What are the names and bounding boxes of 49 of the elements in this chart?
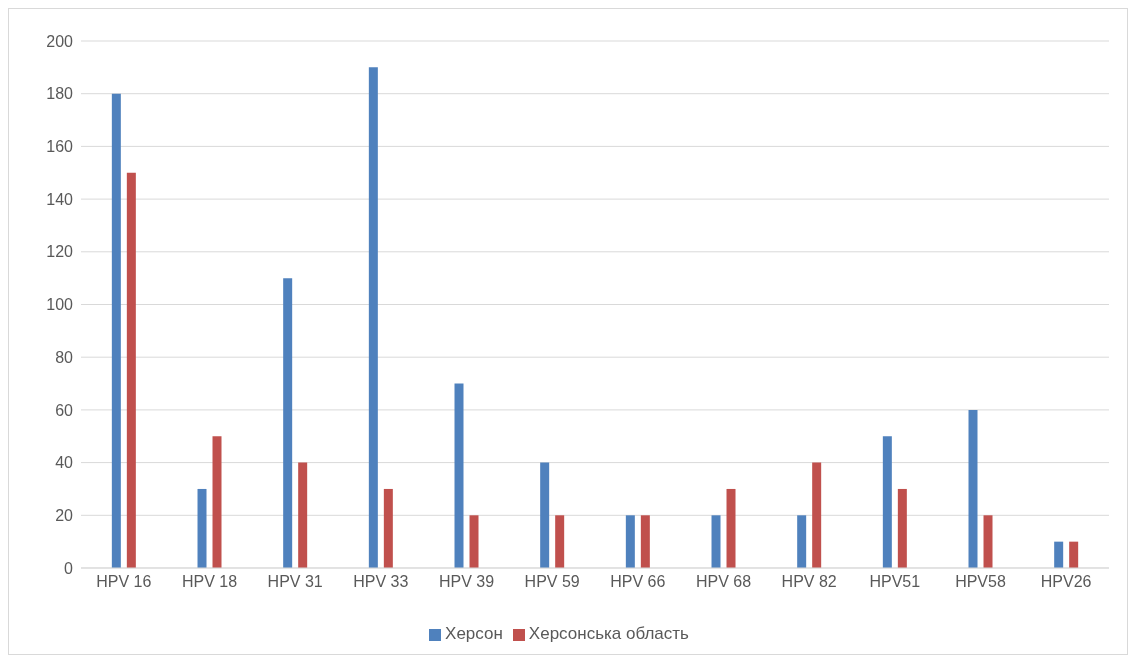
bar bbox=[454, 383, 464, 568]
bar bbox=[882, 436, 892, 568]
y-tick-label: 0 bbox=[64, 559, 74, 577]
bar bbox=[555, 515, 565, 568]
bar bbox=[383, 488, 393, 568]
x-tick-label: HPV26 bbox=[1040, 573, 1092, 591]
bar bbox=[711, 515, 721, 568]
bar bbox=[983, 515, 993, 568]
x-tick-label: HPV 68 bbox=[695, 573, 752, 591]
y-tick-label: 80 bbox=[55, 348, 74, 366]
x-tick-label: HPV 18 bbox=[181, 573, 238, 591]
x-tick-label: HPV 59 bbox=[524, 573, 580, 591]
y-tick-label: 40 bbox=[55, 454, 74, 472]
y-tick-label: 20 bbox=[55, 506, 74, 524]
y-tick-label: 140 bbox=[46, 190, 74, 208]
bar bbox=[126, 172, 136, 568]
bar bbox=[812, 462, 822, 568]
y-tick-label: 60 bbox=[55, 401, 74, 419]
bar bbox=[212, 436, 222, 568]
bar bbox=[968, 409, 978, 568]
x-tick-label: HPV58 bbox=[955, 573, 1006, 591]
bar bbox=[797, 515, 807, 568]
bar bbox=[640, 515, 650, 568]
y-tick-label: 100 bbox=[46, 296, 74, 314]
bar bbox=[1054, 541, 1064, 568]
bar bbox=[726, 488, 736, 568]
y-tick-label: 160 bbox=[46, 138, 74, 156]
bar bbox=[197, 488, 207, 568]
x-tick-label: HPV 82 bbox=[781, 573, 837, 591]
x-tick-label: HPV 16 bbox=[96, 573, 152, 591]
bar bbox=[283, 278, 293, 568]
bar bbox=[111, 93, 121, 568]
legend-label: Херсонська область bbox=[528, 624, 689, 643]
bar bbox=[625, 515, 635, 568]
x-tick-label: HPV 39 bbox=[438, 573, 495, 591]
x-tick-label: HPV51 bbox=[869, 573, 921, 591]
y-tick-label: 120 bbox=[46, 243, 74, 261]
y-tick-label: 200 bbox=[46, 32, 74, 50]
bar bbox=[469, 515, 479, 568]
x-tick-label: HPV 31 bbox=[267, 573, 323, 591]
bar bbox=[897, 488, 907, 568]
legend-label: Херсон bbox=[445, 624, 503, 643]
x-tick-label: HPV 33 bbox=[353, 573, 409, 591]
bar bbox=[298, 462, 308, 568]
bar bbox=[540, 462, 550, 568]
bar bbox=[1069, 541, 1079, 568]
bar bbox=[368, 67, 378, 568]
y-tick-label: 180 bbox=[46, 85, 74, 103]
x-tick-label: HPV 66 bbox=[610, 573, 666, 591]
